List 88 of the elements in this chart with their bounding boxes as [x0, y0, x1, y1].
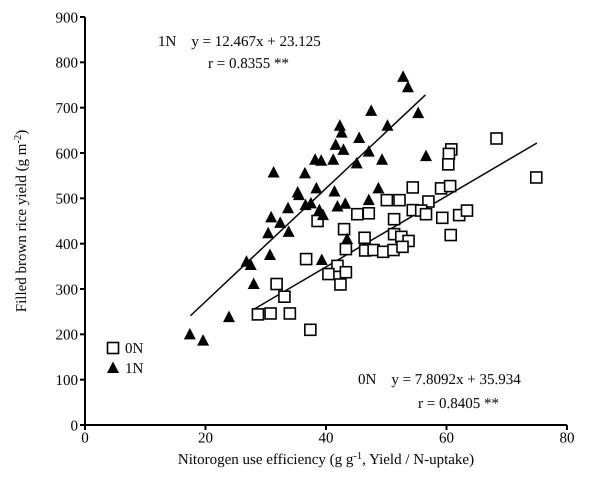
point — [270, 278, 283, 290]
point — [376, 153, 388, 165]
point — [350, 156, 363, 168]
point — [274, 216, 286, 228]
point — [298, 166, 311, 178]
point — [222, 310, 235, 322]
point — [402, 80, 414, 92]
point — [316, 208, 329, 220]
point — [406, 181, 420, 194]
point — [340, 266, 352, 279]
x-axis-title: Nitorogen use efficiency (g g$^{-1}$, Yield / N-uptake) — [178, 450, 474, 468]
point — [530, 171, 543, 184]
point — [264, 248, 276, 260]
x-tick-label: 60 — [439, 430, 454, 447]
y-tick-label: 800 — [56, 56, 78, 72]
x-tick-label: 20 — [198, 430, 213, 447]
point — [397, 70, 410, 82]
point — [340, 242, 352, 256]
point — [444, 180, 456, 192]
point — [460, 204, 474, 217]
point — [388, 212, 400, 226]
annotation: r = 0.8355 ** — [208, 56, 289, 72]
point — [422, 195, 435, 208]
point — [315, 154, 328, 166]
x-tick-label: 0 — [81, 430, 89, 447]
point — [284, 307, 296, 320]
point — [339, 197, 352, 209]
point — [262, 226, 274, 238]
point — [265, 210, 278, 222]
y-tick-label: 600 — [56, 146, 78, 162]
y-tick-label: 500 — [56, 192, 78, 208]
point — [380, 194, 394, 206]
y-tick-label: 700 — [56, 100, 78, 117]
point — [252, 308, 264, 321]
point — [436, 212, 449, 224]
point — [381, 119, 394, 131]
point — [268, 166, 280, 178]
annotation: 1N y = 12.467x + 23.125 — [158, 34, 321, 50]
point — [362, 206, 376, 220]
point — [396, 240, 409, 254]
y-tick-label: 100 — [56, 372, 78, 389]
point — [337, 143, 350, 155]
legend-label: 0N — [125, 341, 144, 357]
y-tick-label: 0 — [70, 418, 78, 434]
point — [490, 132, 503, 145]
point — [420, 208, 432, 220]
point — [322, 268, 335, 280]
point — [444, 228, 458, 242]
y-tick-label: 900 — [56, 10, 78, 26]
y-tick-label: 400 — [56, 236, 78, 253]
point — [282, 202, 294, 214]
point — [264, 307, 277, 320]
point — [372, 182, 384, 194]
point — [197, 334, 210, 346]
point — [420, 150, 432, 162]
point — [244, 258, 257, 270]
point — [334, 278, 347, 291]
point — [184, 328, 196, 340]
annotation: r = 0.8405 ** — [418, 396, 499, 412]
point — [353, 132, 366, 144]
legend-label: 1N — [125, 361, 144, 377]
point — [304, 324, 317, 336]
x-tick-label: 40 — [318, 430, 334, 447]
point — [412, 106, 424, 118]
point — [351, 208, 364, 220]
y-tick-label: 200 — [56, 328, 78, 344]
point — [328, 185, 340, 197]
point — [331, 200, 344, 212]
point — [338, 222, 350, 236]
point — [442, 158, 455, 171]
annotation: 0N y = 7.8092x + 35.934 — [358, 372, 522, 388]
point — [248, 278, 260, 290]
point — [341, 232, 354, 244]
point — [330, 138, 342, 150]
point — [310, 182, 322, 194]
point — [362, 145, 375, 157]
point — [282, 225, 295, 237]
point — [358, 231, 371, 244]
point — [362, 194, 375, 206]
point — [278, 290, 291, 304]
point — [292, 188, 305, 200]
x-tick-label: 80 — [560, 430, 574, 447]
point — [316, 253, 328, 265]
point — [327, 153, 340, 165]
point — [365, 104, 378, 116]
point — [393, 194, 406, 206]
point — [300, 252, 312, 266]
y-tick-label: 300 — [56, 282, 78, 298]
